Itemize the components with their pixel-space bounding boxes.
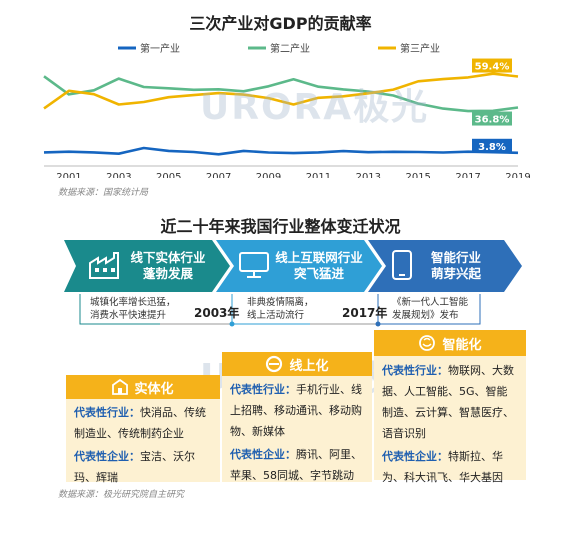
annotation-box [472,111,512,126]
series-line [43,146,519,156]
x-tick-label: 2011 [306,172,331,178]
card-intelligent-title: 智能化 [442,337,482,353]
note-3: 《新一代人工智能 发展规划》发布 [392,297,469,321]
annotation-box [472,138,512,153]
card-intelligent-industry: 物联网、大数据、人工智能、5G、智能制造、云计算、智慧医疗、语音识别 [382,364,514,440]
x-tick-label: 2007 [206,172,231,178]
series-line [43,72,519,110]
card-online-company-label: 代表性企业： [230,448,296,461]
x-tick-label: 2005 [156,172,181,178]
timeline-brackets [79,294,481,327]
legend-label: 第二产业 [270,42,310,55]
note-2: 非典疫情隔离， 线上活动流行 [247,297,314,321]
note-1: 城镇化率增长迅猛， 消费水平快速提升 [90,297,176,321]
monitor-icon [239,252,269,278]
card-online-title: 线上化 [289,358,329,374]
chart-source: 数据来源：国家统计局 [58,188,149,198]
store-icon [112,379,129,395]
card-online-company: 腾讯、阿里、苹果、58同城、字节跳动 [230,448,362,482]
card-physical-head: 实体化 [66,375,220,399]
card-online-head: 线上化 [222,352,372,376]
brain-icon [419,335,436,351]
stage-label-2: 线上互联网行业 突飞猛进 [275,250,363,281]
watermark-top: URORA极光 [200,87,430,128]
card-online-industry-label: 代表性行业： [230,383,296,396]
section2-title: 近二十年来我国行业整体变迁状况 [160,217,401,236]
x-tick-label: 2013 [356,172,381,178]
x-tick-label: 2019 [505,172,530,178]
factory-icon [89,252,119,279]
annotation-label: 59.4% [475,62,510,73]
card-intelligent-company-label: 代表性企业： [382,450,448,463]
card-physical-title: 实体化 [134,381,174,397]
chart-title: 三次产业对GDP的贡献率 [189,14,372,33]
card-physical-industry: 快消品、传统制造业、传统制药企业 [74,406,206,440]
legend-label: 第三产业 [400,42,440,55]
card-physical-company-label: 代表性企业： [74,450,140,463]
x-tick-label: 2003 [106,172,131,178]
stage-label-3: 智能行业 萌芽兴起 [430,250,481,281]
card-online: 线上化 代表性行业：手机行业、线上招聘、移动通讯、移动购物、新媒体 代表性企业：… [222,352,372,482]
card-online-industry: 手机行业、线上招聘、移动通讯、移动购物、新媒体 [230,383,362,438]
legend-label: 第一产业 [140,42,180,55]
x-tick-label: 2001 [56,172,81,178]
annotation-label: 36.8% [475,115,510,126]
card-physical-company: 宝洁、沃尔玛、辉瑞 [74,450,195,484]
x-tick-label: 2015 [405,172,430,178]
card-physical: 实体化 代表性行业：快消品、传统制造业、传统制药企业 代表性企业：宝洁、沃尔玛、… [66,375,220,484]
section2-source: 数据来源：极光研究院自主研究 [58,490,185,500]
card-intelligent-company: 特斯拉、华为、科大讯飞、华大基因 [382,450,503,484]
year-2017: 2017年 [342,306,388,320]
annotation-label: 3.8% [478,142,506,153]
series-line [43,75,519,113]
annotation-box [472,58,512,73]
card-intelligent-head: 智能化 [374,330,526,356]
card-intelligent: 智能化 代表性行业：物联网、大数据、人工智能、5G、智能制造、云计算、智慧医疗、… [374,330,526,484]
stage-arrow-1 [64,240,230,292]
stage-band [64,240,522,292]
x-tick-label: 2017 [455,172,480,178]
card-intelligent-industry-label: 代表性行业： [382,364,448,377]
x-tick-label: 2009 [256,172,281,178]
stage-label-1: 线下实体行业 蓬勃发展 [130,250,206,281]
browser-e-icon [266,355,283,373]
phone-icon [392,250,412,280]
year-2003: 2003年 [194,306,240,320]
gdp-line-chart: 2001 2003 2005 2007 2009 2011 2013 2015 2017 2019… [43,42,531,178]
card-physical-industry-label: 代表性行业： [74,406,140,419]
